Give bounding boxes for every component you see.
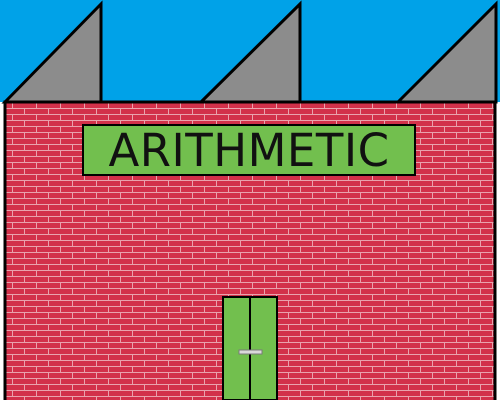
sign-board	[82, 124, 416, 176]
building-sign: ARITHMETIC	[82, 124, 416, 176]
sign-label: ARITHMETIC	[108, 123, 390, 177]
door-handle-icon	[238, 349, 263, 355]
door-right-panel	[249, 296, 278, 400]
building-door[interactable]	[223, 297, 278, 400]
